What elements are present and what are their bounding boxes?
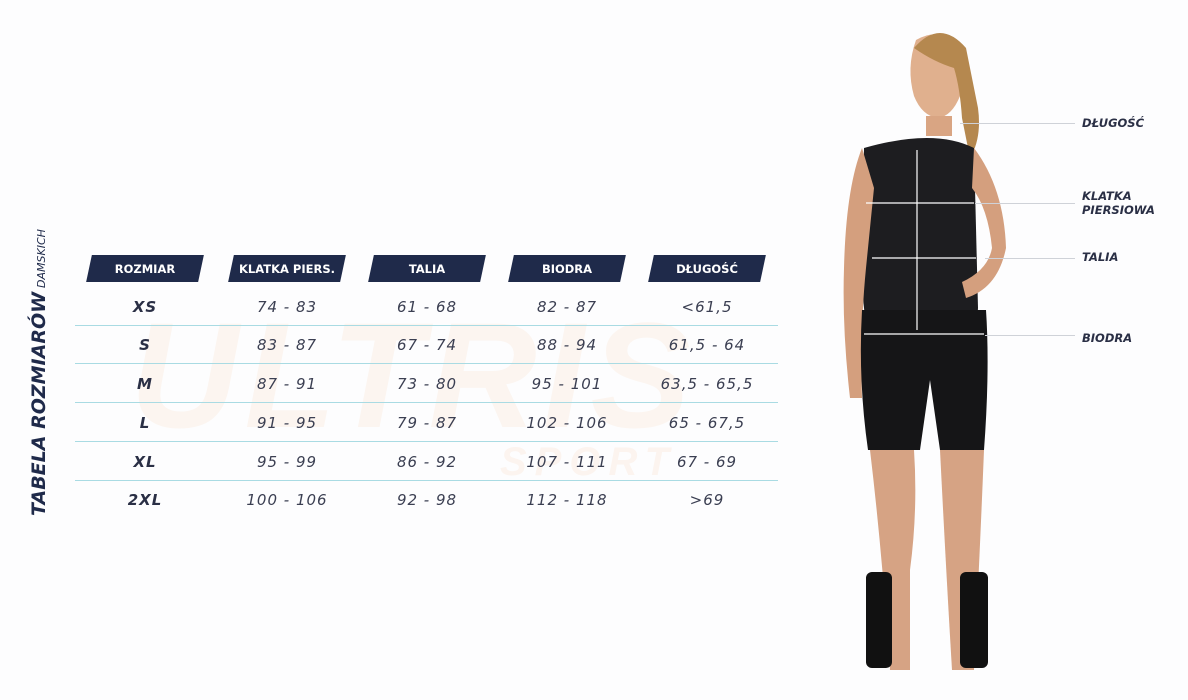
waist-line: [985, 258, 1075, 259]
cell-size: L: [139, 414, 151, 432]
cell-chest: 74 - 83: [256, 298, 318, 316]
cell-chest: 95 - 99: [256, 453, 318, 471]
table-row: L 91 - 95 79 - 87 102 - 106 65 - 67,5: [75, 404, 778, 442]
cell-size: S: [139, 336, 151, 354]
cell-hips: 107 - 111: [526, 453, 608, 471]
header-label: TALIA: [408, 261, 446, 276]
header-label: ROZMIAR: [114, 261, 176, 276]
row-divider: [75, 325, 778, 326]
cell-waist: 92 - 98: [396, 491, 458, 509]
cell-chest: 100 - 106: [246, 491, 328, 509]
cell-length: 61,5 - 64: [668, 336, 746, 354]
cell-chest: 83 - 87: [256, 336, 318, 354]
cell-waist: 67 - 74: [396, 336, 458, 354]
table-row: S 83 - 87 67 - 74 88 - 94 61,5 - 64: [75, 326, 778, 364]
header-length: DŁUGOŚĆ: [651, 255, 763, 282]
cell-length: 67 - 69: [676, 453, 738, 471]
cell-hips: 82 - 87: [536, 298, 598, 316]
cell-hips: 95 - 101: [531, 375, 603, 393]
cell-length: >69: [689, 491, 725, 509]
label-length: DŁUGOŚĆ: [1082, 116, 1145, 130]
cell-waist: 61 - 68: [396, 298, 458, 316]
header-label: DŁUGOŚĆ: [676, 261, 738, 276]
cell-size: XL: [133, 453, 157, 471]
size-table-title: TABELA ROZMIARÓW DAMSKICH: [28, 229, 50, 516]
cell-waist: 86 - 92: [396, 453, 458, 471]
header-label: KLATKA PIERS.: [239, 261, 335, 276]
header-label: BIODRA: [541, 261, 593, 276]
cell-hips: 112 - 118: [526, 491, 608, 509]
header-waist: TALIA: [371, 255, 483, 282]
table-row: M 87 - 91 73 - 80 95 - 101 63,5 - 65,5: [75, 365, 778, 403]
cell-hips: 88 - 94: [536, 336, 598, 354]
table-row: XS 74 - 83 61 - 68 82 - 87 <61,5: [75, 288, 778, 326]
row-divider: [75, 402, 778, 403]
model-figure: [843, 33, 1006, 670]
cell-waist: 79 - 87: [396, 414, 458, 432]
model-illustration: [843, 33, 1006, 670]
table-row: 2XL 100 - 106 92 - 98 112 - 118 >69: [75, 481, 778, 519]
title-sub: DAMSKICH: [35, 229, 48, 288]
cell-length: <61,5: [681, 298, 733, 316]
length-line: [960, 123, 1075, 124]
header-chest: KLATKA PIERS.: [231, 255, 343, 282]
row-divider: [75, 363, 778, 364]
cell-size: 2XL: [127, 491, 163, 509]
cell-size: XS: [132, 298, 158, 316]
label-chest-line2: PIERSIOWA: [1082, 203, 1155, 217]
label-chest-line1: KLATKA: [1082, 189, 1132, 203]
title-main: TABELA ROZMIARÓW: [28, 291, 50, 516]
cell-length: 65 - 67,5: [668, 414, 746, 432]
row-divider: [75, 480, 778, 481]
label-chest: KLATKA PIERSIOWA: [1082, 189, 1155, 217]
cell-chest: 87 - 91: [256, 375, 318, 393]
chest-line: [975, 203, 1075, 204]
hips-line: [985, 335, 1075, 336]
cell-waist: 73 - 80: [396, 375, 458, 393]
label-waist: TALIA: [1082, 250, 1119, 264]
cell-chest: 91 - 95: [256, 414, 318, 432]
label-hips: BIODRA: [1082, 331, 1133, 345]
header-size: ROZMIAR: [89, 255, 201, 282]
cell-length: 63,5 - 65,5: [660, 375, 754, 393]
header-hips: BIODRA: [511, 255, 623, 282]
watermark-logo-sub: SPORT: [500, 440, 678, 484]
row-divider: [75, 441, 778, 442]
table-row: XL 95 - 99 86 - 92 107 - 111 67 - 69: [75, 443, 778, 481]
cell-hips: 102 - 106: [526, 414, 608, 432]
cell-size: M: [137, 375, 153, 393]
